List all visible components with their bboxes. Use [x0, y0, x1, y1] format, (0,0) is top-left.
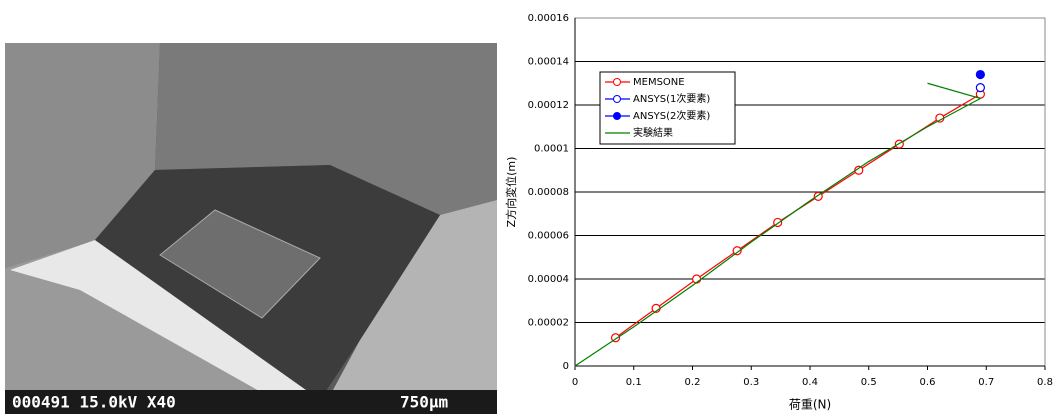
x-tick-label: 0.7 — [978, 377, 994, 388]
y-tick-label: 0.0001 — [534, 144, 569, 155]
data-point — [976, 71, 984, 79]
y-tick-label: 0.00002 — [528, 318, 569, 329]
legend-marker — [614, 79, 621, 86]
y-tick-label: 0 — [563, 361, 569, 372]
y-tick-label: 0.00012 — [528, 100, 569, 111]
photo-caption: 000491 15.0kV X40 — [12, 393, 176, 412]
y-axis-label: Z方向変位(m) — [504, 157, 518, 228]
y-tick-label: 0.00008 — [528, 187, 569, 198]
legend-label: ANSYS(1次要素) — [633, 92, 710, 105]
data-point — [976, 84, 984, 92]
x-tick-label: 0.5 — [861, 377, 877, 388]
y-tick-label: 0.00016 — [528, 13, 569, 24]
y-tick-label: 0.00004 — [528, 274, 569, 285]
legend-label: 実験結果 — [633, 126, 673, 139]
photo-scale: 750μm — [400, 393, 449, 412]
legend-label: ANSYS(2次要素) — [633, 109, 710, 122]
y-tick-label: 0.00006 — [528, 231, 569, 242]
x-tick-label: 0 — [572, 377, 578, 388]
sem-photo: 000491 15.0kV X40 750μm — [5, 43, 497, 414]
legend-label: MEMSONE — [633, 77, 685, 88]
legend-marker — [614, 96, 621, 103]
x-tick-label: 0.2 — [685, 377, 701, 388]
page: 000491 15.0kV X40 750μm 00.000020.000040… — [0, 0, 1057, 414]
x-tick-label: 0.6 — [920, 377, 936, 388]
x-tick-label: 0.1 — [626, 377, 642, 388]
x-tick-label: 0.4 — [802, 377, 818, 388]
chart: 0 0.00002 0.00004 0.00006 0.00008 0.0001 0.000… — [504, 13, 1053, 412]
x-tick-label: 0.3 — [743, 377, 759, 388]
x-axis-label: 荷重(N) — [789, 398, 831, 412]
x-tick-label: 0.8 — [1037, 377, 1053, 388]
legend-marker — [614, 113, 621, 120]
y-tick-label: 0.00014 — [528, 57, 569, 68]
